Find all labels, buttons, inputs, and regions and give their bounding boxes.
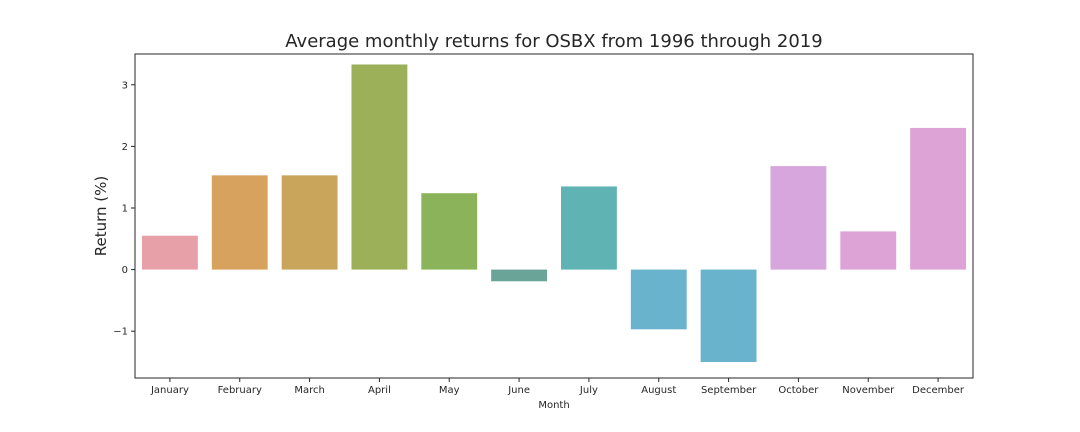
x-tick-label: February xyxy=(218,385,262,396)
bar-august xyxy=(630,269,687,330)
y-tick-label: 2 xyxy=(122,142,128,153)
bar-may xyxy=(421,193,478,270)
bar-january xyxy=(141,235,198,270)
x-tick-label: June xyxy=(507,385,530,396)
bar-february xyxy=(211,175,268,270)
x-tick-label: May xyxy=(439,385,460,396)
bar-september xyxy=(700,269,757,362)
y-axis-label: Return (%) xyxy=(92,176,110,257)
bar-december xyxy=(910,127,967,270)
bar-march xyxy=(281,175,338,270)
x-tick-label: October xyxy=(778,385,819,396)
bars-group xyxy=(141,64,967,362)
x-axis: January February March April May June July Augu… xyxy=(150,378,965,396)
bar-july xyxy=(560,186,617,270)
x-tick-label: November xyxy=(842,385,895,396)
bar-april xyxy=(351,64,408,270)
y-axis: −1 0 1 2 3 xyxy=(113,80,135,338)
plot-frame xyxy=(134,53,974,379)
x-tick-label: July xyxy=(579,385,598,396)
x-tick-label: April xyxy=(368,385,391,396)
chart-title: Average monthly returns for OSBX from 19… xyxy=(285,31,822,52)
x-tick-label: September xyxy=(701,385,757,396)
bar-june xyxy=(491,269,548,282)
y-tick-label: 1 xyxy=(122,203,128,214)
x-axis-label: Month xyxy=(538,400,569,411)
x-tick-label: March xyxy=(294,385,324,396)
x-tick-label: January xyxy=(150,385,189,396)
y-tick-label: −1 xyxy=(113,327,128,338)
y-tick-label: 0 xyxy=(122,265,128,276)
bar-october xyxy=(770,166,827,270)
bar-november xyxy=(840,231,897,270)
x-tick-label: August xyxy=(641,385,676,396)
x-tick-label: December xyxy=(912,385,965,396)
y-tick-label: 3 xyxy=(122,80,128,91)
